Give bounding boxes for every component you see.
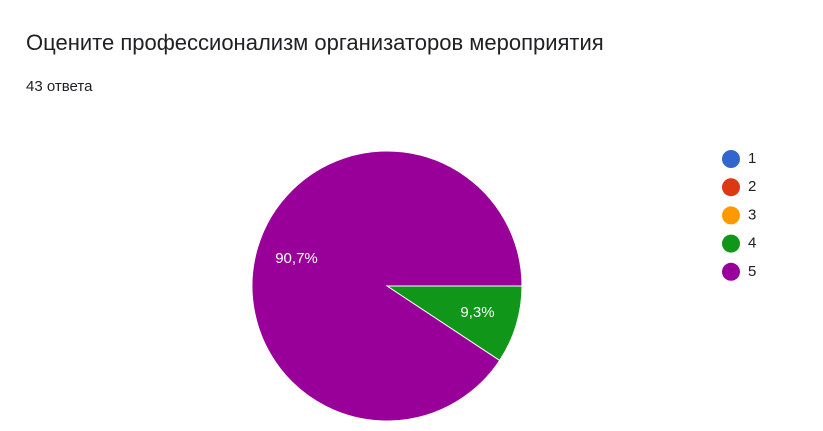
legend-swatch xyxy=(722,234,740,253)
pie-slice xyxy=(385,285,523,362)
legend-label: 5 xyxy=(748,263,756,280)
legend-swatch xyxy=(722,206,740,225)
legend-label: 3 xyxy=(748,206,756,223)
legend-swatch xyxy=(722,262,740,281)
chart-title: Оцените профессионализм организаторов ме… xyxy=(26,30,604,55)
legend-label: 4 xyxy=(748,235,756,252)
pie-slice xyxy=(251,150,523,422)
legend-label: 2 xyxy=(748,178,756,195)
slice-label: 90,7% xyxy=(275,250,318,267)
legend-label: 1 xyxy=(748,150,756,167)
slice-label: 9,3% xyxy=(460,304,494,321)
legend-swatch xyxy=(722,178,740,197)
chart-subtitle: 43 ответа xyxy=(26,78,93,95)
legend-swatch xyxy=(722,150,740,168)
